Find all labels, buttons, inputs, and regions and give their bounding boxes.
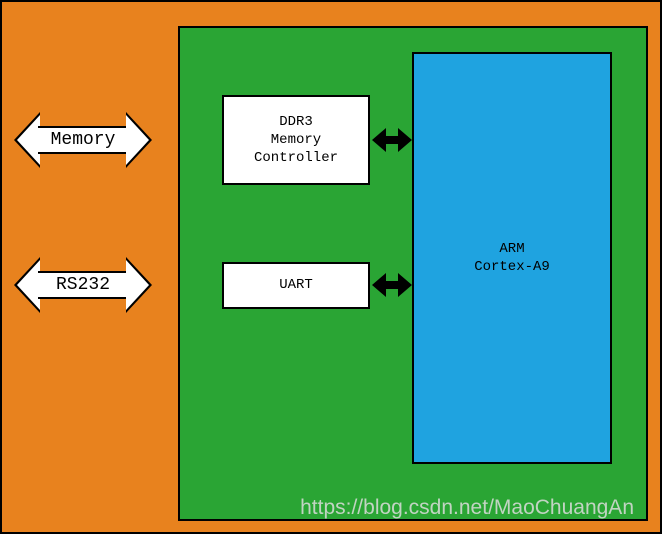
ddr-cpu-arrow-left xyxy=(372,128,386,152)
ddr-cpu-arrow xyxy=(372,128,412,152)
memory-label: Memory xyxy=(51,130,116,150)
memory-arrow-left-head xyxy=(14,112,40,168)
memory-arrow: Memory xyxy=(14,112,152,168)
watermark: https://blog.csdn.net/MaoChuangAn xyxy=(300,496,634,520)
uart-label: UART xyxy=(279,276,313,294)
ddr-label: DDR3 Memory Controller xyxy=(254,113,338,168)
memory-arrow-body: Memory xyxy=(38,126,128,154)
rs232-arrow-right-head xyxy=(126,257,152,313)
ddr-cpu-arrow-right xyxy=(398,128,412,152)
rs232-arrow: RS232 xyxy=(14,257,152,313)
uart-cpu-arrow-left xyxy=(372,273,386,297)
rs232-label: RS232 xyxy=(56,275,110,295)
uart-cpu-arrow-right xyxy=(398,273,412,297)
ddr-cpu-arrow-line xyxy=(385,136,399,144)
uart-cpu-arrow xyxy=(372,273,412,297)
cpu-block: ARM Cortex-A9 xyxy=(412,52,612,464)
ddr-block: DDR3 Memory Controller xyxy=(222,95,370,185)
cpu-label: ARM Cortex-A9 xyxy=(474,240,550,276)
memory-arrow-right-head xyxy=(126,112,152,168)
rs232-arrow-body: RS232 xyxy=(38,271,128,299)
rs232-arrow-left-head xyxy=(14,257,40,313)
uart-cpu-arrow-line xyxy=(385,281,399,289)
uart-block: UART xyxy=(222,262,370,309)
